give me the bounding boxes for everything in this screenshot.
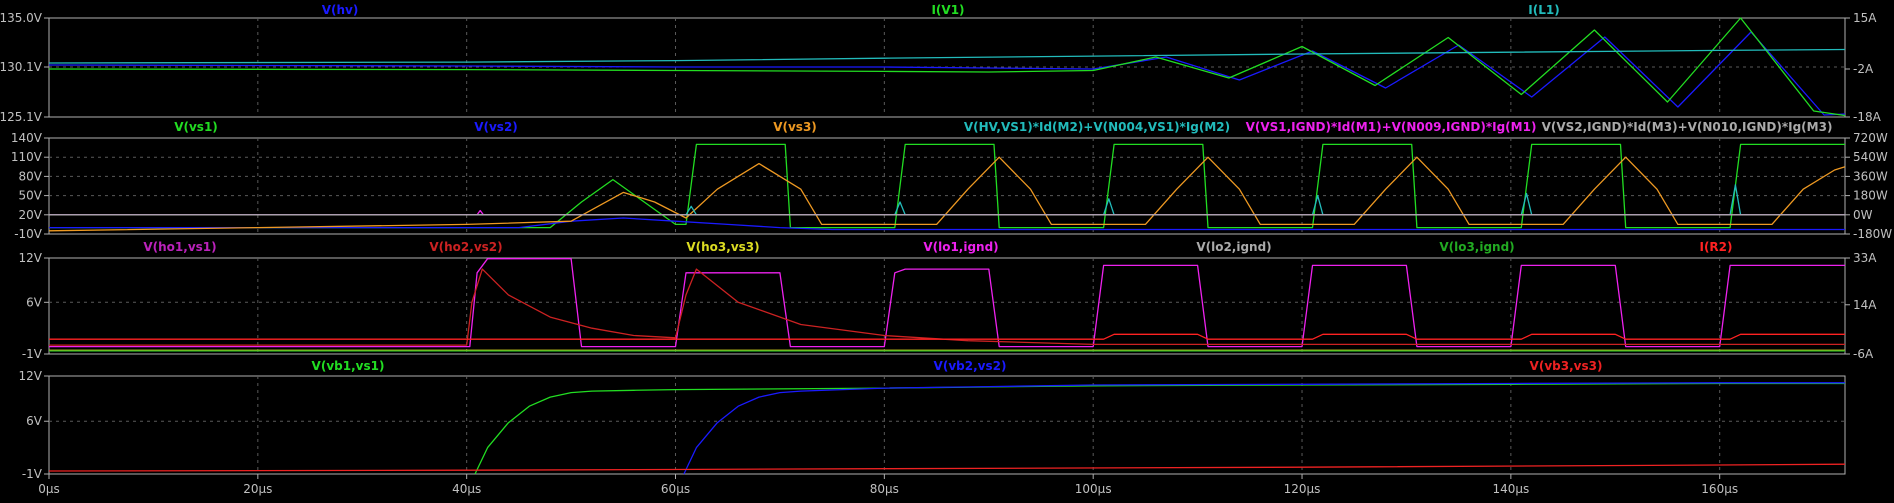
- y-left-tick-label: 50V: [19, 189, 43, 203]
- trace-label[interactable]: V(ho3,vs3): [686, 240, 759, 254]
- y-right-tick-label: -6A: [1853, 347, 1874, 361]
- x-tick-label: 20µs: [243, 482, 272, 496]
- y-right-tick-label: 14A: [1853, 298, 1877, 312]
- trace-v-lo1-ignd[interactable]: [49, 258, 1845, 348]
- trace-v-ho2-vs2[interactable]: [49, 268, 1845, 346]
- x-tick-label: 160µs: [1701, 482, 1738, 496]
- trace-label[interactable]: I(V1): [931, 3, 964, 17]
- x-tick-label: 60µs: [661, 482, 690, 496]
- y-right-tick-label: -180W: [1853, 227, 1892, 241]
- trace-label[interactable]: V(lo3,ignd): [1439, 240, 1514, 254]
- x-tick-label: 40µs: [452, 482, 481, 496]
- y-left-tick-label: 135.0V: [0, 11, 43, 25]
- y-left-tick-label: -10V: [14, 227, 43, 241]
- pane-frame: [48, 257, 1846, 355]
- x-tick-label: 140µs: [1492, 482, 1529, 496]
- trace-label[interactable]: V(lo1,ignd): [923, 240, 998, 254]
- y-left-tick-label: 125.1V: [0, 110, 43, 124]
- y-left-tick-label: 140V: [11, 131, 43, 145]
- trace-label[interactable]: V(VS2,IGND)*Id(M3)+V(N010,IGND)*Ig(M3): [1542, 120, 1833, 134]
- y-right-tick-label: 360W: [1853, 169, 1888, 183]
- trace-label[interactable]: V(HV,VS1)*Id(M2)+V(N004,VS1)*Ig(M2): [964, 120, 1230, 134]
- y-right-tick-label: -18A: [1853, 110, 1882, 124]
- y-right-tick-label: 33A: [1853, 251, 1877, 265]
- trace-v-hv[interactable]: [48, 31, 1846, 116]
- trace-label[interactable]: V(vb3,vs3): [1530, 359, 1603, 373]
- trace-v-vb2-vs2[interactable]: [683, 382, 1845, 475]
- y-left-tick-label: 12V: [19, 251, 43, 265]
- trace-label[interactable]: V(ho2,vs2): [429, 240, 502, 254]
- trace-label[interactable]: V(vs1): [174, 120, 218, 134]
- y-left-tick-label: -1V: [22, 467, 43, 481]
- x-tick-label: 100µs: [1075, 482, 1112, 496]
- y-left-tick-label: 6V: [26, 414, 43, 428]
- trace-i-v1[interactable]: [48, 17, 1846, 117]
- y-right-tick-label: -2A: [1853, 62, 1874, 76]
- y-left-tick-label: 6V: [26, 295, 43, 309]
- y-right-tick-label: 180W: [1853, 189, 1888, 203]
- trace-label[interactable]: V(vs2): [474, 120, 518, 134]
- y-left-tick-label: 20V: [19, 208, 43, 222]
- trace-label[interactable]: V(hv): [322, 3, 359, 17]
- y-left-tick-label: 110V: [11, 150, 43, 164]
- y-left-tick-label: 130.1V: [0, 60, 43, 74]
- pane-frame: [48, 375, 1846, 475]
- y-left-tick-label: -1V: [22, 347, 43, 361]
- pane-1[interactable]: 135.0V 130.1V 125.1V 15A -2A -18A V(hv) I(V1) I(…: [0, 3, 1882, 124]
- y-right-tick-label: 720W: [1853, 131, 1888, 145]
- pane-2[interactable]: 140V 110V 80V 50V 20V -10V 720W 540W 360W 180W 0W -…: [11, 120, 1892, 241]
- trace-label[interactable]: V(lo2,ignd): [1196, 240, 1271, 254]
- x-tick-label: 80µs: [870, 482, 899, 496]
- trace-v-vs2[interactable]: [49, 217, 1845, 231]
- y-left-tick-label: 12V: [19, 369, 43, 383]
- x-axis: 0µs 20µs 40µs 60µs 80µs 100µs 120µs 140µs 160µs: [38, 474, 1738, 496]
- trace-label[interactable]: V(ho1,vs1): [143, 240, 216, 254]
- trace-label[interactable]: V(vb2,vs2): [934, 359, 1007, 373]
- trace-v-vs3[interactable]: [48, 156, 1846, 232]
- y-left-tick-label: 80V: [19, 169, 43, 183]
- y-right-tick-label: 540W: [1853, 150, 1888, 164]
- trace-v-vs1[interactable]: [49, 143, 1845, 229]
- trace-label[interactable]: V(vs3): [773, 120, 817, 134]
- y-right-tick-label: 0W: [1853, 208, 1873, 222]
- y-right-tick-label: 15A: [1853, 11, 1877, 25]
- x-tick-label: 0µs: [38, 482, 60, 496]
- pane-3[interactable]: 12V 6V -1V 33A 14A -6A V(ho1,vs1) V(ho2,vs2) V(h…: [19, 240, 1878, 361]
- trace-i-l1[interactable]: [48, 48, 1846, 64]
- trace-v-vb3-vs3[interactable]: [48, 463, 1846, 472]
- trace-label[interactable]: I(L1): [1528, 3, 1559, 17]
- trace-label[interactable]: I(R2): [1699, 240, 1732, 254]
- trace-label[interactable]: V(VS1,IGND)*Id(M1)+V(N009,IGND)*Ig(M1): [1246, 120, 1537, 134]
- trace-i-r2[interactable]: [49, 333, 1845, 340]
- trace-v-vb1-vs1[interactable]: [474, 382, 1845, 475]
- trace-label[interactable]: V(vb1,vs1): [312, 359, 385, 373]
- pane-4[interactable]: 12V 6V -1V V(vb1,vs1) V(vb2,vs2) V(vb3,vs3): [19, 359, 1846, 481]
- x-tick-label: 120µs: [1284, 482, 1321, 496]
- pane-frame: [48, 137, 1846, 235]
